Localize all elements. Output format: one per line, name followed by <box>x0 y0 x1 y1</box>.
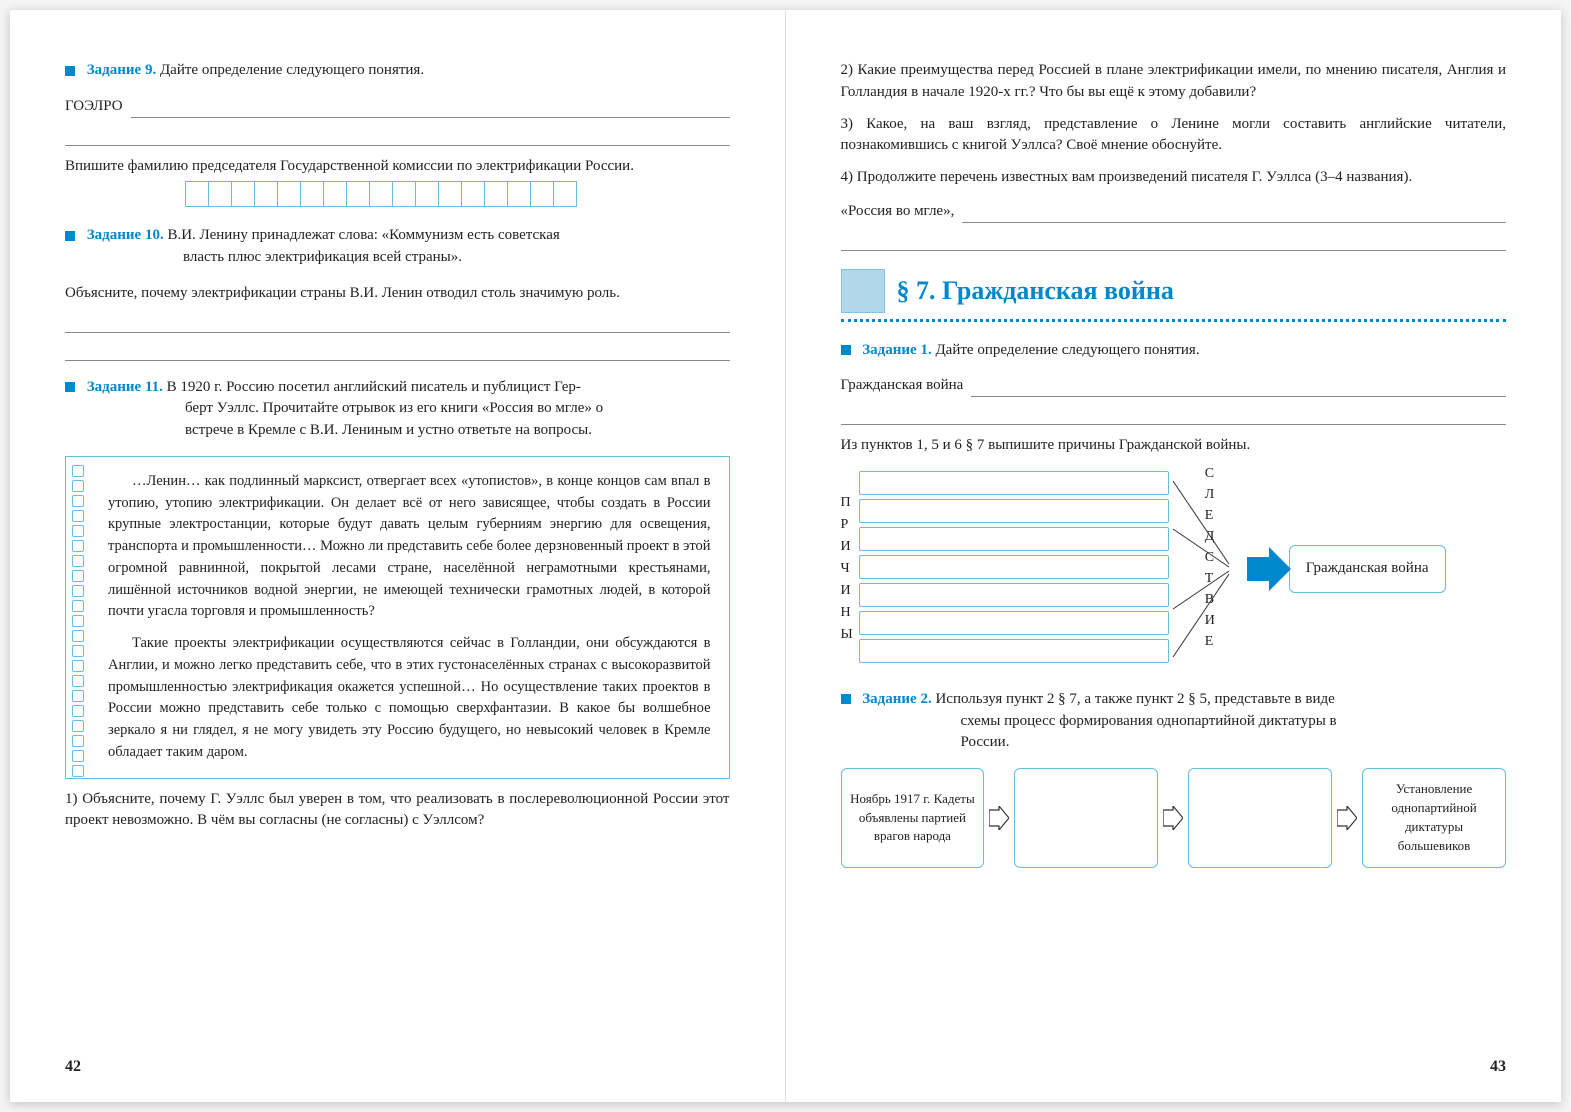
task-2-label: Задание 2. <box>862 691 931 707</box>
fill-line[interactable] <box>131 102 730 118</box>
task-10-sub: Объясните, почему электрификации страны … <box>65 283 730 305</box>
task-2-prompt-2: схемы процесс формирования однопартийной… <box>841 711 1507 733</box>
task-11-prompt-2: берт Уэллс. Прочитайте отрывок из его кн… <box>65 398 730 420</box>
goelro-term: ГОЭЛРО <box>65 96 123 118</box>
fill-line[interactable] <box>65 315 730 333</box>
q4-start: «Россия во мгле», <box>841 201 955 223</box>
fill-line[interactable] <box>971 381 1506 397</box>
task-10-label: Задание 10. <box>87 227 164 243</box>
page-number-left: 42 <box>65 1055 81 1078</box>
task-2-prompt-1: Используя пункт 2 § 7, а также пункт 2 §… <box>935 691 1334 707</box>
arrow-right-icon <box>1162 806 1184 830</box>
task-11: Задание 11. В 1920 г. Россию посетил анг… <box>65 377 730 442</box>
task-bullet-icon <box>65 231 75 241</box>
task-9-label: Задание 9. <box>87 62 156 78</box>
civil-war-term: Гражданская война <box>841 375 964 397</box>
page-right: 2) Какие преимущества перед Россией в пл… <box>786 10 1562 1102</box>
task-11-prompt-1: В 1920 г. Россию посетил английский писа… <box>167 379 581 395</box>
cause-inputs[interactable] <box>859 471 1169 667</box>
flow-box-4: Установление однопартийной диктатуры бол… <box>1362 768 1506 868</box>
task-bullet-icon <box>841 345 851 355</box>
q4-fill: «Россия во мгле», <box>841 201 1507 223</box>
task-9: Задание 9. Дайте определение следующего … <box>65 60 730 82</box>
task-1-sub: Из пунктов 1, 5 и 6 § 7 выпишите причины… <box>841 435 1507 457</box>
fill-line[interactable] <box>962 207 1506 223</box>
task-1-prompt: Дайте определение следующего понятия. <box>935 342 1199 358</box>
result-box: Гражданская война <box>1289 545 1446 593</box>
question-4: 4) Продолжите перечень известных вам про… <box>841 167 1507 189</box>
page-spread: Задание 9. Дайте определение следующего … <box>10 10 1561 1102</box>
question-3: 3) Какое, на ваш взгляд, представление о… <box>841 114 1507 158</box>
chain-icon <box>72 465 88 770</box>
fill-line[interactable] <box>841 407 1507 425</box>
task-10-prompt: В.И. Ленину принадлежат слова: «Коммуниз… <box>167 227 559 243</box>
vert-label-result: СЛЕДСТВИЕ <box>1205 463 1215 652</box>
section-title: § 7. Гражданская война <box>897 272 1174 310</box>
diagram-mid: СЛЕДСТВИЕ <box>1169 469 1279 669</box>
causes-diagram: ПРИЧИНЫ СЛЕДСТВИЕ <box>841 469 1507 669</box>
goelro-line: ГОЭЛРО <box>65 96 730 118</box>
task-10-prompt-cont: власть плюс электрификация всей страны». <box>65 247 730 269</box>
quote-p1: …Ленин… как подлинный марксист, отвергае… <box>108 471 711 623</box>
arrow-right-icon <box>988 806 1010 830</box>
task-bullet-icon <box>65 66 75 76</box>
task-11-prompt-3: встрече в Кремле с В.И. Лениным и устно … <box>65 420 730 442</box>
task-9-sub: Впишите фамилию председателя Государстве… <box>65 156 730 178</box>
page-left: Задание 9. Дайте определение следующего … <box>10 10 786 1102</box>
section-icon <box>841 269 885 313</box>
arrow-right-icon <box>1336 806 1358 830</box>
task-2-prompt-3: России. <box>841 732 1507 754</box>
letter-cells[interactable] <box>185 181 730 207</box>
dotted-divider <box>841 319 1507 322</box>
task-9-prompt: Дайте определение следующего понятия. <box>160 62 424 78</box>
fill-line[interactable] <box>65 343 730 361</box>
flow-box-2[interactable] <box>1014 768 1158 868</box>
task-10: Задание 10. В.И. Ленину принадлежат слов… <box>65 225 730 269</box>
task-bullet-icon <box>841 694 851 704</box>
task-11-label: Задание 11. <box>87 379 163 395</box>
task-1: Задание 1. Дайте определение следующего … <box>841 340 1507 362</box>
task-1-label: Задание 1. <box>862 342 931 358</box>
question-2: 2) Какие преимущества перед Россией в пл… <box>841 60 1507 104</box>
fill-line[interactable] <box>65 128 730 146</box>
task-bullet-icon <box>65 382 75 392</box>
flow-box-1: Ноябрь 1917 г. Кадеты объявлены партией … <box>841 768 985 868</box>
flow-box-3[interactable] <box>1188 768 1332 868</box>
flow-diagram: Ноябрь 1917 г. Кадеты объявлены партией … <box>841 768 1507 868</box>
civil-war-line: Гражданская война <box>841 375 1507 397</box>
question-1: 1) Объясните, почему Г. Уэллс был уверен… <box>65 789 730 833</box>
section-header: § 7. Гражданская война <box>841 269 1507 313</box>
page-number-right: 43 <box>1490 1055 1506 1078</box>
quote-p2: Такие проекты электрификации осуществляю… <box>108 633 711 764</box>
quote-box: …Ленин… как подлинный марксист, отвергае… <box>65 456 730 779</box>
task-2: Задание 2. Используя пункт 2 § 7, а такж… <box>841 689 1507 754</box>
fill-line[interactable] <box>841 233 1507 251</box>
arrow-right-icon <box>1247 547 1291 591</box>
vert-label-causes: ПРИЧИНЫ <box>841 492 853 646</box>
